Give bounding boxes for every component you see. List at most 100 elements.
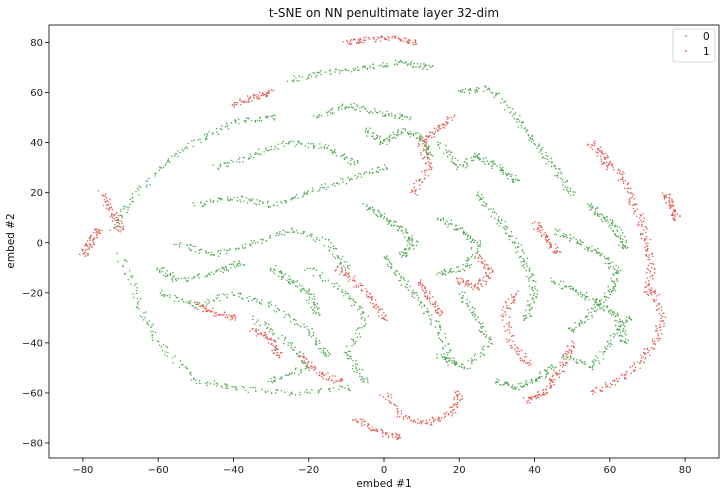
scatter-point	[415, 42, 418, 45]
scatter-point	[103, 198, 106, 201]
scatter-point	[383, 140, 385, 143]
scatter-point	[520, 127, 523, 129]
scatter-point	[606, 306, 608, 308]
scatter-point	[348, 357, 350, 360]
scatter-point	[613, 282, 616, 284]
scatter-point	[636, 208, 639, 211]
scatter-point	[476, 287, 478, 289]
scatter-point	[299, 351, 301, 353]
scatter-point	[506, 232, 508, 235]
scatter-point	[266, 92, 269, 94]
scatter-point	[612, 286, 615, 288]
scatter-point	[524, 352, 527, 355]
scatter-point	[329, 246, 332, 249]
scatter-point	[185, 367, 188, 369]
scatter-point	[179, 359, 182, 362]
scatter-point	[612, 379, 614, 382]
scatter-point	[552, 251, 555, 253]
scatter-point	[269, 237, 271, 239]
scatter-point	[298, 75, 301, 78]
scatter-point	[206, 384, 208, 386]
scatter-point	[274, 341, 277, 343]
scatter-point	[500, 315, 502, 317]
scatter-point	[584, 298, 586, 301]
scatter-point	[547, 160, 550, 163]
scatter-point	[564, 352, 567, 355]
scatter-point	[408, 237, 410, 240]
scatter-point	[456, 229, 459, 231]
scatter-point	[627, 339, 629, 342]
scatter-point	[344, 292, 347, 295]
scatter-point	[607, 221, 609, 224]
scatter-point	[438, 420, 441, 422]
scatter-point	[649, 262, 652, 265]
scatter-point	[323, 351, 325, 353]
scatter-point	[242, 385, 244, 388]
scatter-point	[504, 330, 507, 333]
scatter-point	[275, 354, 278, 356]
scatter-point	[318, 371, 321, 373]
scatter-point	[606, 165, 608, 168]
scatter-point	[415, 244, 418, 247]
scatter-point	[655, 299, 657, 301]
scatter-point	[166, 346, 169, 349]
scatter-point	[124, 205, 126, 208]
scatter-point	[461, 397, 463, 400]
scatter-point	[341, 104, 343, 107]
scatter-point	[581, 241, 583, 243]
scatter-point	[284, 337, 286, 340]
scatter-point	[390, 224, 392, 227]
scatter-point	[592, 141, 595, 144]
scatter-point	[540, 148, 543, 151]
scatter-point	[359, 335, 362, 338]
scatter-point	[507, 384, 510, 387]
scatter-point	[555, 167, 557, 170]
scatter-point	[318, 114, 320, 116]
scatter-point	[122, 225, 124, 227]
scatter-point	[223, 162, 225, 164]
scatter-point	[334, 148, 336, 151]
scatter-point	[293, 349, 295, 351]
scatter-point	[514, 112, 517, 114]
scatter-point	[587, 308, 589, 311]
scatter-point	[223, 294, 226, 296]
scatter-point	[650, 287, 653, 289]
scatter-point	[347, 350, 350, 353]
scatter-point	[400, 410, 403, 412]
scatter-point	[341, 103, 344, 105]
scatter-point	[271, 381, 274, 384]
scatter-point	[592, 205, 594, 208]
scatter-point	[372, 172, 374, 174]
scatter-point	[329, 69, 331, 72]
scatter-point	[557, 230, 559, 233]
scatter-point	[166, 270, 168, 272]
scatter-point	[249, 244, 251, 246]
scatter-point	[441, 270, 443, 273]
scatter-point	[489, 336, 492, 339]
scatter-point	[606, 348, 608, 350]
scatter-point	[205, 307, 207, 310]
scatter-point	[528, 312, 531, 315]
scatter-point	[403, 62, 405, 64]
scatter-point	[546, 369, 548, 372]
scatter-point	[523, 128, 526, 130]
scatter-point	[424, 422, 427, 425]
scatter-point	[523, 264, 525, 266]
scatter-point	[476, 241, 479, 244]
scatter-point	[166, 295, 169, 297]
scatter-point	[160, 294, 163, 297]
scatter-point	[373, 38, 375, 41]
scatter-point	[403, 279, 406, 281]
scatter-point	[355, 367, 357, 370]
scatter-point	[478, 253, 481, 256]
scatter-point	[426, 158, 429, 160]
scatter-point	[261, 388, 263, 391]
scatter-point	[359, 305, 362, 308]
scatter-point	[251, 318, 254, 320]
scatter-point	[320, 351, 323, 353]
scatter-point	[539, 372, 541, 375]
scatter-point	[612, 168, 615, 171]
scatter-point	[198, 302, 201, 304]
scatter-point	[515, 350, 517, 353]
scatter-point	[233, 119, 236, 121]
